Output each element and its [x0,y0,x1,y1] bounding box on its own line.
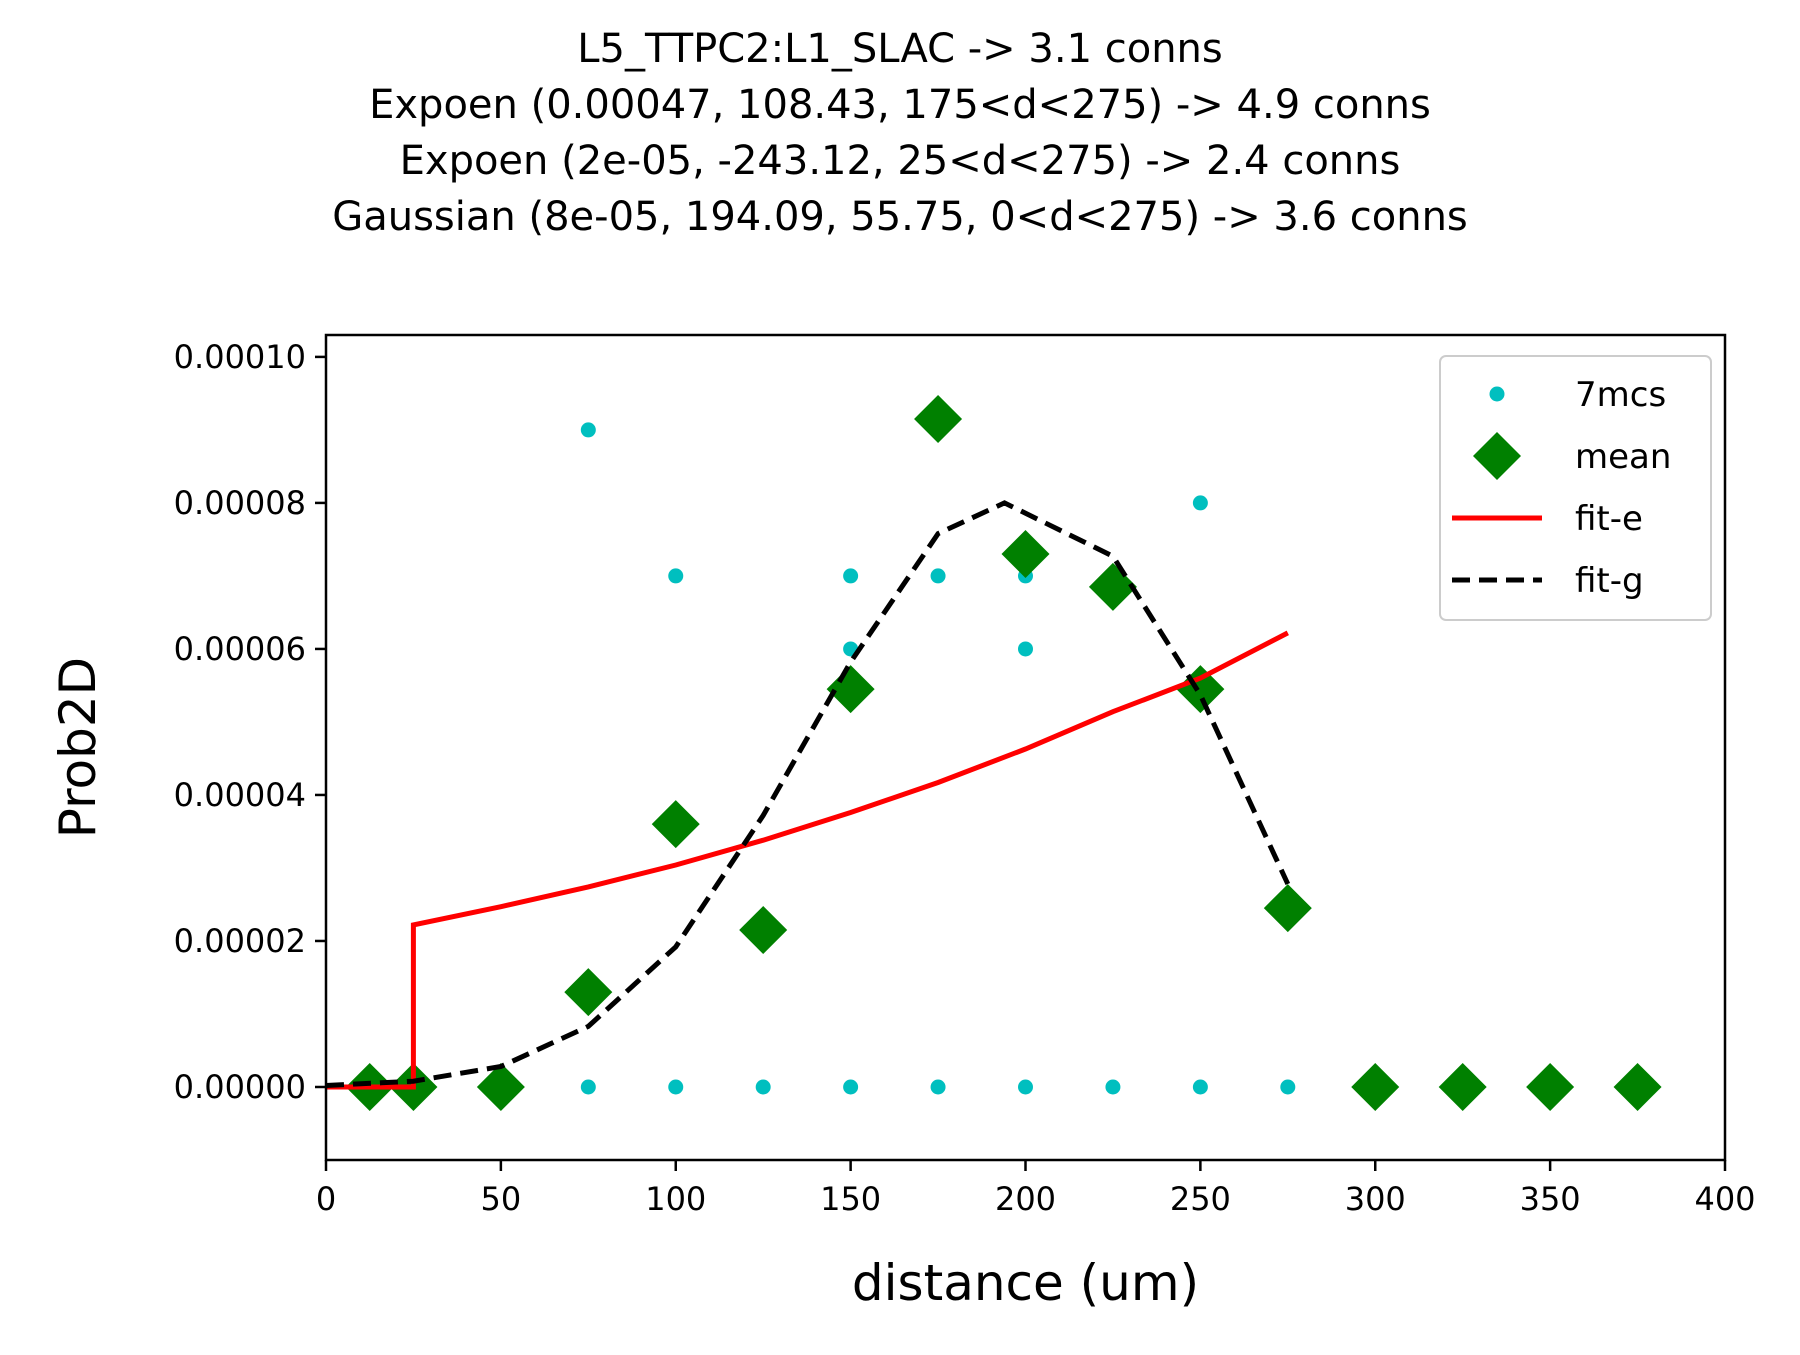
7mcs-point [930,1079,946,1095]
legend-box [1439,355,1712,621]
x-tick-label: 300 [1345,1180,1406,1218]
series-fit-g [326,500,1291,1088]
mean-point [1438,1062,1487,1111]
legend-diamond-swatch [1473,432,1521,480]
7mcs-point [1280,1079,1296,1095]
y-axis-label: Prob2D [49,657,107,838]
7mcs-point [755,1079,771,1095]
legend-entry: mean [1473,432,1671,480]
x-axis-label: distance (um) [852,1254,1199,1312]
7mcs-point [843,568,859,584]
title-line: Gaussian (8e-05, 194.09, 55.75, 0<d<275)… [332,194,1468,240]
legend-circle-swatch [1489,386,1505,402]
7mcs-point [580,1079,596,1095]
7mcs-point [930,568,946,584]
legend-label: 7mcs [1575,375,1666,415]
7mcs-point [580,422,596,438]
mean-point [1001,530,1050,579]
mean-point [564,968,613,1017]
fit-e-line [326,630,1289,1090]
7mcs-point [843,1079,859,1095]
legend-label: fit-g [1575,561,1644,601]
mean-point [476,1062,525,1111]
x-tick-label: 350 [1520,1180,1581,1218]
7mcs-point [1018,1079,1033,1095]
mean-point [739,906,788,955]
series-fit-e [326,630,1289,1090]
mean-point [651,800,700,849]
title-line: Expoen (2e-05, -243.12, 25<d<275) -> 2.4… [400,138,1401,184]
y-tick-label: 0.00008 [174,484,306,522]
7mcs-point [668,1079,684,1095]
mean-point [1263,884,1312,933]
x-tick-label: 200 [995,1180,1056,1218]
7mcs-point [1192,1079,1208,1095]
axis-ticks: 0 50 100 150 200 250 300 350 400 0.00000 0.00002 0.… [174,338,1756,1218]
7mcs-point [668,568,684,584]
y-tick-label: 0.00000 [174,1068,306,1106]
title-line: L5_TTPC2:L1_SLAC -> 3.1 conns [577,26,1223,72]
mean-point [1176,665,1225,714]
7mcs-point [1105,1079,1121,1095]
chart-title: L5_TTPC2:L1_SLAC -> 3.1 conns Expoen (0.0… [332,26,1468,240]
y-tick-label: 0.00004 [174,776,306,814]
x-tick-label: 400 [1694,1180,1755,1218]
x-tick-label: 100 [645,1180,706,1218]
plot-frame [324,333,1727,1162]
x-tick-label: 50 [481,1180,522,1218]
legend: 7mcs mean fit-e fit-g [1439,355,1712,621]
y-tick-label: 0.00002 [174,922,306,960]
legend-label: mean [1575,437,1671,477]
mean-point [914,394,963,443]
fit-g-line [326,500,1291,1088]
7mcs-point [1192,495,1208,511]
x-tick-label: 0 [316,1180,336,1218]
legend-label: fit-e [1575,499,1643,539]
legend-entry: 7mcs [1489,375,1666,415]
7mcs-point [1018,641,1033,657]
y-tick-label: 0.00006 [174,630,306,668]
legend-entry: fit-e [1452,499,1643,539]
x-tick-label: 250 [1170,1180,1231,1218]
x-tick-label: 150 [820,1180,881,1218]
mean-point [1351,1062,1400,1111]
title-line: Expoen (0.00047, 108.43, 175<d<275) -> 4… [369,82,1431,128]
mean-point [1526,1062,1575,1111]
series-7mcs [580,422,1296,1095]
legend-entry: fit-g [1452,561,1644,601]
mean-point [1613,1062,1662,1111]
mean-point [826,665,875,714]
y-tick-label: 0.00010 [174,338,306,376]
